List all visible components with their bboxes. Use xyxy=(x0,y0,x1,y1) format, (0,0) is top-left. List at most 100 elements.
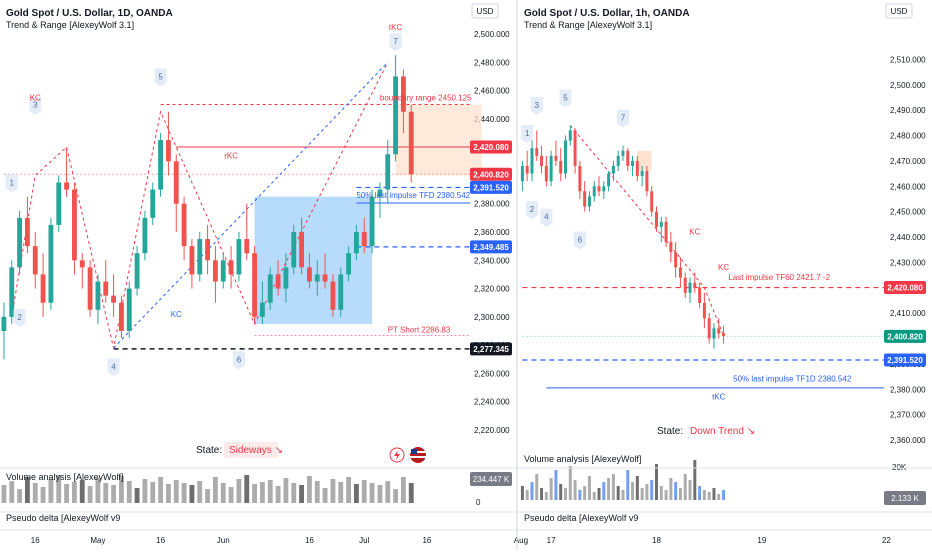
volume-bar xyxy=(544,492,548,500)
candle-body xyxy=(544,165,548,182)
left-chart-pane[interactable]: 2,220.0002,240.0002,260.0002,280.0002,30… xyxy=(1,23,528,545)
candle-body xyxy=(640,171,644,177)
volume-bar xyxy=(525,490,529,500)
right-chart-pane[interactable]: 2,360.0002,370.0002,380.0002,390.0002,40… xyxy=(520,55,926,545)
wave-label-bubble xyxy=(154,68,167,87)
volume-bar xyxy=(540,488,544,500)
candle-body xyxy=(400,76,406,112)
right-volume-value: 2.133 K xyxy=(891,494,919,503)
x-tick-label: 22 xyxy=(882,536,891,545)
annotation-fifty: 50% last impulse TF1D 2380.542 xyxy=(733,375,852,384)
annotation-pt_short: PT Short 2286.83 xyxy=(388,325,451,334)
volume-bar xyxy=(626,470,630,500)
y-tick-label: 2,500.000 xyxy=(890,81,926,90)
right-currency-button[interactable] xyxy=(885,3,913,19)
x-tick-label: Jun xyxy=(217,536,230,545)
volume-bar xyxy=(173,480,179,503)
candle-body xyxy=(322,274,328,282)
y-tick-label: 2,240.000 xyxy=(474,398,510,407)
volume-bar xyxy=(181,483,187,503)
volume-bar xyxy=(118,476,124,503)
annotation-boundary: boundary range 2450.125 xyxy=(380,93,472,102)
right-indicator-name: Trend & Range [AlexeyWolf 3.1] xyxy=(524,20,652,30)
volume-bar xyxy=(283,478,289,503)
wave-label-bubble xyxy=(29,96,42,115)
y-tick-label: 2,340.000 xyxy=(474,256,510,265)
candle-body xyxy=(134,253,140,289)
volume-bar xyxy=(299,485,305,503)
volume-bar xyxy=(520,486,524,500)
candle-body xyxy=(346,253,352,275)
y-tick-label: 2,490.000 xyxy=(890,106,926,115)
candle-body xyxy=(602,186,606,192)
candle-body xyxy=(252,253,258,317)
lightning-icon xyxy=(394,450,400,460)
candle-body xyxy=(79,260,85,268)
annotation-kc_bottom: KC xyxy=(171,310,182,319)
volume-bar xyxy=(535,474,539,500)
candle-body xyxy=(24,217,30,247)
annotation-kc_b: KC xyxy=(718,263,729,272)
candle-body xyxy=(32,246,38,275)
volume-bar xyxy=(48,479,54,503)
right-chart-title: Gold Spot / U.S. Dollar, 1h, OANDA xyxy=(524,8,690,19)
y-tick-label: 2,430.000 xyxy=(890,258,926,267)
candle-body xyxy=(650,191,654,212)
candle-body xyxy=(578,165,582,192)
left-volume-label: Volume analysis [AlexeyWolf] xyxy=(6,472,123,482)
y-tick-label: 2,460.000 xyxy=(474,87,510,96)
volume-bar xyxy=(56,475,62,503)
volume-bar xyxy=(306,476,312,503)
wave-label: 4 xyxy=(111,362,116,371)
wave-label-bubble xyxy=(525,201,538,220)
volume-bar xyxy=(330,479,336,503)
volume-bar xyxy=(578,490,582,500)
volume-bar xyxy=(602,482,606,500)
candle-body xyxy=(220,260,226,282)
wave-label-bubble xyxy=(13,308,26,327)
y-tick-label: 2,220.000 xyxy=(474,426,510,435)
volume-bar xyxy=(573,480,577,500)
volume-bar xyxy=(400,477,406,503)
candle-body xyxy=(621,150,625,156)
candle-body xyxy=(48,224,54,303)
x-tick-label: May xyxy=(90,536,105,545)
x-tick-label: 17 xyxy=(547,536,556,545)
annotation-kc_a: KC xyxy=(689,227,700,236)
volume-bar xyxy=(64,484,70,503)
left-currency-button[interactable] xyxy=(471,3,499,19)
price-tag-label: 2,400.820 xyxy=(473,170,509,179)
x-tick-label: 16 xyxy=(305,536,314,545)
volume-bar xyxy=(111,485,117,503)
candle-body xyxy=(244,239,250,254)
volume-bar xyxy=(607,478,611,500)
wave-label-bubble xyxy=(573,231,586,250)
volume-bar xyxy=(568,466,572,500)
candle-body xyxy=(377,189,383,197)
volume-bar xyxy=(712,488,716,500)
y-tick-label: 2,360.000 xyxy=(890,436,926,445)
volume-bar xyxy=(683,474,687,500)
wave-label: 6 xyxy=(237,355,242,364)
candle-body xyxy=(40,274,46,303)
candle-body xyxy=(17,217,23,268)
y-tick-label: 2,460.000 xyxy=(890,182,926,191)
volume-bar xyxy=(134,488,140,503)
candle-body xyxy=(158,140,164,190)
annotation-tkc: tKC xyxy=(389,23,403,32)
right-state-label: State: xyxy=(657,426,683,437)
candle-body xyxy=(645,171,649,192)
target-box xyxy=(395,104,482,176)
volume-bar xyxy=(103,483,109,503)
wave-label: 7 xyxy=(393,37,398,46)
y-tick-label: 2,440.000 xyxy=(474,115,510,124)
volume-bar xyxy=(40,487,46,503)
candle-body xyxy=(369,196,375,247)
volume-bar xyxy=(717,494,721,500)
price-tag-label: 2,277.345 xyxy=(473,345,509,354)
y-tick-label: 2,260.000 xyxy=(474,369,510,378)
volume-bar xyxy=(291,483,297,503)
candle-body xyxy=(393,76,399,155)
volume-bar xyxy=(369,483,375,503)
right-delta-label: Pseudo delta [AlexeyWolf v9 xyxy=(524,513,638,523)
